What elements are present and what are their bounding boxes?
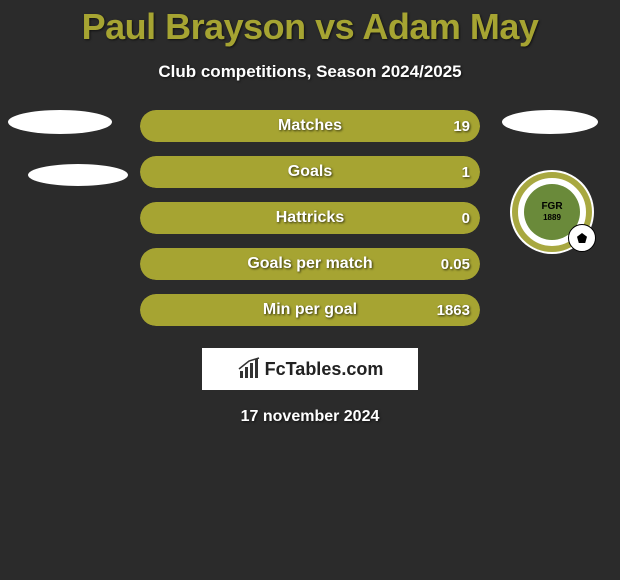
stat-label: Min per goal [140,294,480,326]
snapshot-date: 17 november 2024 [0,408,620,426]
stat-value-right: 19 [453,110,470,142]
stat-row: Hattricks0 [140,202,480,234]
stat-row: Matches19 [140,110,480,142]
stat-value-right: 1 [462,156,470,188]
chart-icon [237,357,261,381]
stat-label: Matches [140,110,480,142]
stat-row: Goals per match0.05 [140,248,480,280]
stat-bars: Matches19 Goals1 Hattricks0 Goals per match… [140,110,480,340]
stat-value-right: 1863 [437,294,470,326]
stat-value-right: 0 [462,202,470,234]
stat-value-right: 0.05 [441,248,470,280]
club-badge-forest-green: FGR 1889 [510,170,594,254]
soccer-ball-icon [568,224,596,252]
player-left-badge-placeholder [8,110,112,134]
page-title: Paul Brayson vs Adam May [0,0,620,48]
watermark-text: FcTables.com [265,359,384,380]
badge-text: FGR 1889 [541,201,562,223]
stat-row: Min per goal1863 [140,294,480,326]
stat-label: Goals per match [140,248,480,280]
stat-row: Goals1 [140,156,480,188]
comparison-area: FGR 1889 Matches19 Goals1 Hattricks0 Goals … [0,110,620,450]
player-right-placeholders: FGR 1889 [502,110,612,156]
season-subtitle: Club competitions, Season 2024/2025 [0,62,620,82]
stat-label: Goals [140,156,480,188]
player-left-logo-placeholder [28,164,128,186]
stat-label: Hattricks [140,202,480,234]
player-left-placeholders [8,110,118,216]
player-right-badge-placeholder [502,110,598,134]
watermark: FcTables.com [202,348,418,390]
